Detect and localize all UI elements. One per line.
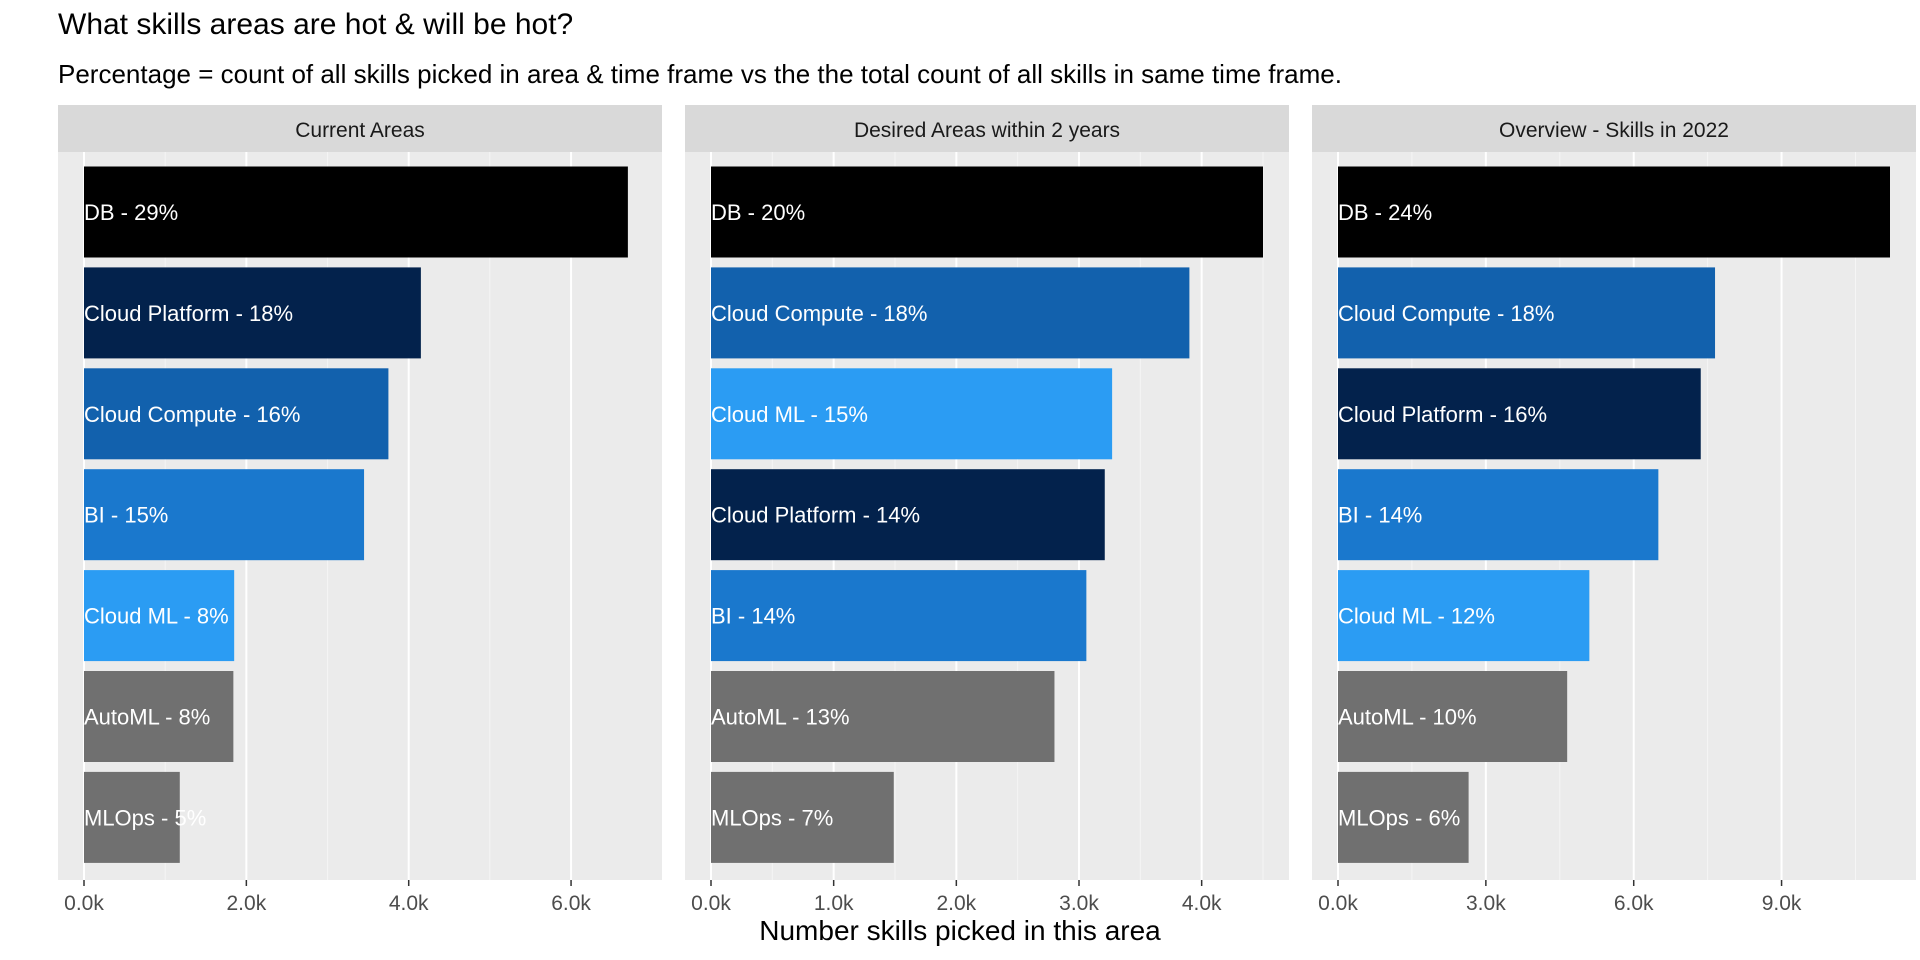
- bar-label: BI - 14%: [711, 604, 795, 629]
- x-tick-label: 4.0k: [389, 892, 429, 915]
- bar-db: [84, 166, 628, 258]
- bar-label: MLOps - 6%: [1338, 805, 1460, 830]
- bar-bi: [711, 570, 1087, 662]
- bar-label: AutoML - 13%: [711, 705, 850, 730]
- facet-strip-label: Desired Areas within 2 years: [854, 119, 1120, 142]
- x-tick-label: 2.0k: [936, 892, 976, 915]
- bar-label: Cloud Compute - 16%: [84, 402, 300, 427]
- bar-label: DB - 29%: [84, 200, 178, 225]
- bar-mlops: [711, 771, 894, 863]
- x-tick-label: 6.0k: [551, 892, 591, 915]
- facet-strip: [58, 105, 662, 152]
- bar-bi: [84, 469, 365, 561]
- facet-strip-label: Overview - Skills in 2022: [1499, 119, 1729, 142]
- facet-panel-1: Current Areas 0.0k 2.0k 4.0k 6.0k DB - 29% Clo…: [58, 105, 662, 915]
- x-tick-label: 4.0k: [1182, 892, 1222, 915]
- x-tick-label: 0.0k: [1318, 892, 1358, 915]
- bar-label: Cloud ML - 15%: [711, 402, 868, 427]
- bar-label: Cloud Platform - 16%: [1338, 402, 1547, 427]
- bar-label: DB - 24%: [1338, 200, 1432, 225]
- bar-cloud-ml: [84, 570, 235, 662]
- bar-cloud-compute: [711, 267, 1190, 359]
- chart-title: What skills areas are hot & will be hot?: [58, 8, 574, 41]
- facet-strip-label: Current Areas: [295, 119, 425, 142]
- bar-label: Cloud ML - 8%: [84, 604, 229, 629]
- x-tick-label: 9.0k: [1762, 892, 1802, 915]
- bar-label: Cloud Platform - 18%: [84, 301, 293, 326]
- bar-label: Cloud ML - 12%: [1338, 604, 1495, 629]
- facet-panel-2: Desired Areas within 2 years 0.0k 1.0k 2.0k…: [685, 105, 1289, 915]
- x-tick-label: 6.0k: [1614, 892, 1654, 915]
- x-axis-label: Number skills picked in this area: [759, 915, 1161, 946]
- bar-cloud-compute: [1338, 267, 1716, 359]
- x-tick-label: 3.0k: [1059, 892, 1099, 915]
- facet-strip: [685, 105, 1289, 152]
- bar-label: BI - 14%: [1338, 503, 1422, 528]
- bar-label: MLOps - 7%: [711, 805, 833, 830]
- bar-label: Cloud Compute - 18%: [711, 301, 927, 326]
- bar-db: [1338, 166, 1890, 258]
- bar-mlops: [84, 771, 180, 863]
- bar-label: DB - 20%: [711, 200, 805, 225]
- bar-cloud-platform: [84, 267, 421, 359]
- bar-label: BI - 15%: [84, 503, 168, 528]
- x-tick-label: 0.0k: [64, 892, 104, 915]
- bar-automl: [1338, 671, 1568, 762]
- bar-bi: [1338, 469, 1659, 561]
- x-tick-label: 2.0k: [227, 892, 267, 915]
- x-tick-label: 0.0k: [691, 892, 731, 915]
- x-tick-label: 3.0k: [1466, 892, 1506, 915]
- bar-cloud-platform: [711, 469, 1105, 561]
- bar-mlops: [1338, 771, 1469, 863]
- facet-strip: [1312, 105, 1916, 152]
- bar-cloud-compute: [84, 368, 389, 460]
- chart-subtitle: Percentage = count of all skills picked …: [58, 59, 1342, 89]
- facet-panel-3: Overview - Skills in 2022 0.0k 3.0k 6.0k 9.0…: [1312, 105, 1916, 915]
- bar-label: AutoML - 8%: [84, 705, 210, 730]
- bar-label: Cloud Platform - 14%: [711, 503, 920, 528]
- bar-automl: [711, 671, 1055, 762]
- bar-label: MLOps - 5%: [84, 805, 206, 830]
- bar-db: [711, 166, 1263, 258]
- x-tick-label: 1.0k: [814, 892, 854, 915]
- bar-cloud-ml: [711, 368, 1113, 460]
- bar-label: Cloud Compute - 18%: [1338, 301, 1554, 326]
- bar-cloud-ml: [1338, 570, 1590, 662]
- bar-automl: [84, 671, 234, 762]
- bar-cloud-platform: [1338, 368, 1701, 460]
- bar-label: AutoML - 10%: [1338, 705, 1477, 730]
